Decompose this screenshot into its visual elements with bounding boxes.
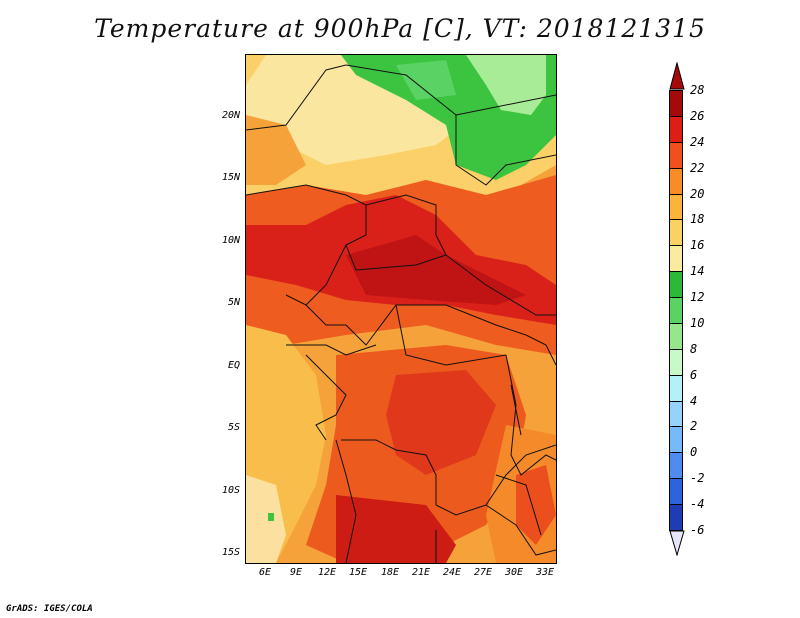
colorbar-cell bbox=[669, 167, 683, 195]
colorbar-cell bbox=[669, 452, 683, 480]
grads-credit: GrADS: IGES/COLA bbox=[6, 604, 93, 614]
lon-label-21e: 21E bbox=[411, 567, 431, 578]
colorbar-label: 26 bbox=[690, 108, 705, 123]
colorbar-label: 12 bbox=[690, 290, 705, 305]
lon-label-15e: 15E bbox=[348, 567, 368, 578]
lat-label-10n: 10N bbox=[221, 235, 240, 246]
colorbar-cell bbox=[669, 504, 683, 531]
colorbar-label: 24 bbox=[690, 134, 705, 149]
colorbar-cell bbox=[669, 90, 683, 117]
colorbar-cell bbox=[669, 374, 683, 402]
lat-label-20n: 20N bbox=[221, 110, 240, 121]
colorbar-label: 14 bbox=[690, 264, 705, 279]
colorbar-label: 4 bbox=[690, 393, 698, 408]
lon-label-12e: 12E bbox=[317, 567, 337, 578]
colorbar-cell bbox=[669, 271, 683, 299]
colorbar-label: 20 bbox=[690, 186, 705, 201]
lon-label-30e: 30E bbox=[504, 567, 524, 578]
colorbar bbox=[669, 90, 683, 531]
lon-label-33e: 33E bbox=[535, 567, 555, 578]
lon-label-27e: 27E bbox=[473, 567, 493, 578]
temperature-map bbox=[245, 54, 557, 564]
temperature-field bbox=[246, 55, 556, 563]
lat-label-eq: EQ bbox=[227, 360, 240, 371]
colorbar-cell bbox=[669, 141, 683, 169]
colorbar-label: 8 bbox=[690, 341, 698, 356]
lon-label-9e: 9E bbox=[289, 567, 303, 578]
colorbar-label: 22 bbox=[690, 160, 705, 175]
colorbar-cell bbox=[669, 322, 683, 350]
colorbar-label: 28 bbox=[690, 83, 705, 97]
colorbar-cell bbox=[669, 193, 683, 221]
colorbar-label: 18 bbox=[690, 212, 705, 227]
colorbar-bottom-arrow bbox=[669, 530, 685, 556]
colorbar-cell bbox=[669, 219, 683, 247]
colorbar-cell bbox=[669, 245, 683, 273]
colorbar-label: 0 bbox=[690, 445, 698, 460]
lat-label-15s: 15S bbox=[221, 547, 240, 558]
lat-label-15n: 15N bbox=[221, 172, 240, 183]
colorbar-top-arrow bbox=[669, 62, 685, 90]
colorbar-cell bbox=[669, 115, 683, 143]
colorbar-cell bbox=[669, 426, 683, 454]
colorbar-label: -6 bbox=[690, 523, 705, 537]
colorbar-cell bbox=[669, 297, 683, 324]
colorbar-label: 10 bbox=[690, 315, 705, 330]
lat-label-5s: 5S bbox=[227, 422, 240, 433]
colorbar-cell bbox=[669, 478, 683, 506]
chart-title: Temperature at 900hPa [C], VT: 201812131… bbox=[94, 14, 706, 43]
lat-label-10s: 10S bbox=[221, 485, 240, 496]
colorbar-cell bbox=[669, 400, 683, 428]
colorbar-label: -4 bbox=[690, 497, 705, 512]
lon-label-6e: 6E bbox=[258, 567, 272, 578]
colorbar-label: 2 bbox=[690, 419, 698, 434]
lat-label-5n: 5N bbox=[227, 297, 240, 308]
lon-label-18e: 18E bbox=[380, 567, 400, 578]
lon-label-24e: 24E bbox=[442, 567, 462, 578]
colorbar-label: 16 bbox=[690, 238, 705, 253]
colorbar-cell bbox=[669, 348, 683, 376]
colorbar-label: 6 bbox=[690, 367, 698, 382]
colorbar-label: -2 bbox=[690, 471, 705, 486]
